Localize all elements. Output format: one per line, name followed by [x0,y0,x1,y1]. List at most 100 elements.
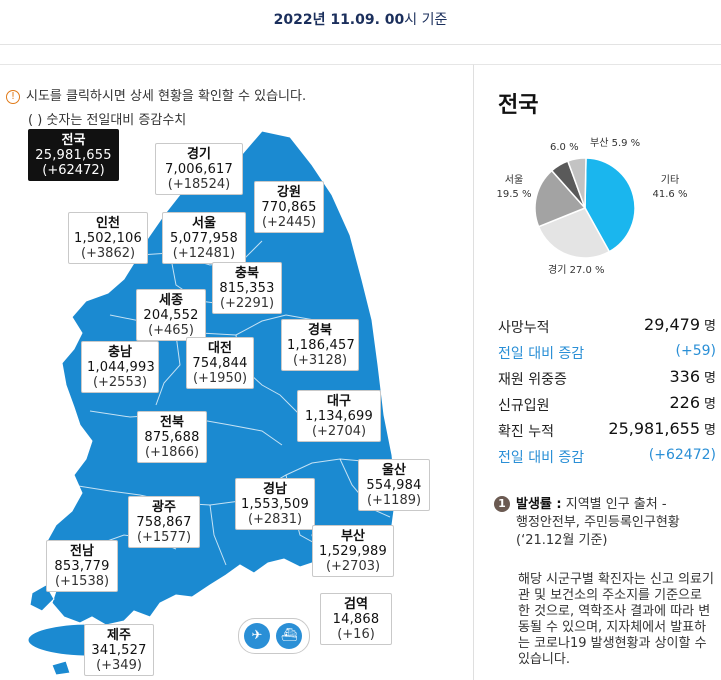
region-gwangju[interactable]: 광주 758,867 (+1577) [128,496,200,548]
region-delta: (+465) [148,323,194,338]
region-name: 세종 [159,293,183,308]
summary-panel: 전국 기타 41.6 % 경기 27.0 % 서울 19.5 % 6.0 % 부산 5.9 … [474,64,721,680]
region-value: 1,134,699 [305,409,373,424]
region-delta: (+2553) [92,375,148,390]
region-delta: (+1950) [192,371,248,386]
region-value: 25,981,655 [35,148,112,163]
pie-percent: 41.6 % [653,189,688,200]
region-delta: (+18524) [167,177,231,192]
region-chungnam[interactable]: 충남 1,044,993 (+2553) [81,341,159,393]
region-delta: (+1866) [144,445,200,460]
stat-label: 재원 위중증 [498,372,567,388]
region-sejong[interactable]: 세종 204,552 (+465) [136,289,206,341]
region-delta: (+1577) [136,530,192,545]
region-busan[interactable]: 부산 1,529,989 (+2703) [312,525,394,577]
info-icon: ! [6,89,20,104]
region-name: 경기 [187,147,211,162]
region-name: 강원 [277,185,301,200]
pie-slice [566,157,587,209]
region-daejeon[interactable]: 대전 754,844 (+1950) [186,337,254,389]
region-gyeonggi[interactable]: 경기 7,006,617 (+18524) [155,143,243,195]
stat-number: 25,981,655 [608,419,701,438]
date-suffix: 시 기준 [404,12,448,28]
stat-unit: 명 [704,371,716,386]
region-value: 853,779 [54,559,110,574]
region-daegu[interactable]: 대구 1,134,699 (+2704) [297,390,381,442]
region-name: 대구 [327,394,351,409]
region-name: 울산 [382,463,406,478]
stat-number: 336 [669,367,701,386]
region-value: 754,844 [192,356,248,371]
region-jeonbuk[interactable]: 전북 875,688 (+1866) [137,411,207,463]
stat-label: 전일 대비 증감 [498,346,585,362]
stat-label: 신규입원 [498,398,550,414]
region-value: 1,044,993 [87,360,155,375]
region-gangwon[interactable]: 강원 770,865 (+2445) [254,181,324,233]
pie-label: 6.0 % [550,142,579,153]
region-name: 검역 [344,597,368,612]
region-seoul[interactable]: 서울 5,077,958 (+12481) [162,212,246,264]
note-body: 해당 시군구별 확진자는 신고 의료기관 및 보건소의 주소지를 기준으로 한 … [518,572,714,667]
region-name: 충북 [235,266,259,281]
airplane-icon[interactable]: ✈ [244,623,270,649]
pie-percent: 19.5 % [497,189,532,200]
pie-label: 부산 5.9 % [590,137,640,149]
region-delta: (+16) [337,627,375,642]
stats-table: 사망누적 29,479 명 전일 대비 증감 (+59) 재원 위중증 336 명 … [498,313,716,469]
stat-value: 336 명 [669,367,716,386]
region-delta: (+62472) [42,163,105,178]
region-name: 인천 [96,216,120,231]
region-value: 7,006,617 [165,162,233,177]
note-title: 발생률 : [516,497,562,512]
stat-label: 전일 대비 증감 [498,450,585,466]
panel-title: 전국 [498,93,539,118]
region-value: 1,502,106 [74,231,142,246]
ship-icon[interactable]: ⛴ [276,623,302,649]
note-line3: (‘21.12월 기준) [516,533,608,548]
stat-label: 사망누적 [498,320,550,336]
map-legend-note: ( ) 숫자는 전일대비 증감수치 [28,113,187,128]
region-value: 14,868 [332,612,380,627]
region-chungbuk[interactable]: 충북 815,353 (+2291) [212,262,282,314]
region-name: 부산 [341,529,365,544]
region-name: 전국 [61,133,86,148]
region-delta: (+2445) [261,215,317,230]
share-pie-chart: 기타 41.6 % 경기 27.0 % 서울 19.5 % 6.0 % 부산 5.9 % [497,137,688,276]
region-border [139,240,263,266]
region-value: 554,984 [366,478,422,493]
pie-label: 기타 [661,174,679,186]
region-delta: (+349) [96,658,142,673]
region-quarantine[interactable]: 검역 14,868 (+16) [320,593,392,645]
pie-slice [537,207,611,259]
region-jeonnam[interactable]: 전남 853,779 (+1538) [46,540,118,592]
region-value: 875,688 [144,430,200,445]
stat-value: (+62472) [648,447,716,463]
stat-confirmed-delta: 전일 대비 증감 (+62472) [498,443,716,469]
pie-slice [584,157,636,253]
quarantine-transport-toggle: ✈ ⛴ [238,618,310,654]
region-gyeongbuk[interactable]: 경북 1,186,457 (+3128) [281,319,359,371]
note-number-badge: 1 [494,496,510,512]
date-header: 2022년 11.09. 00시 기준 [0,0,721,45]
stat-value: 226 명 [669,393,716,412]
region-incheon[interactable]: 인천 1,502,106 (+3862) [68,212,148,264]
region-delta: (+3128) [292,353,348,368]
region-name: 경남 [263,482,287,497]
region-ulsan[interactable]: 울산 554,984 (+1189) [358,459,430,511]
region-gyeongnam[interactable]: 경남 1,553,509 (+2831) [235,478,315,530]
stat-value: 29,479 명 [644,315,716,334]
date-value: 2022년 11.09. 00 [273,12,405,28]
map-panel: ! 시도를 클릭하시면 상세 현황을 확인할 수 있습니다. ( ) 숫자는 전일… [0,64,474,680]
pie-slice [534,169,587,228]
region-value: 1,529,989 [319,544,387,559]
stat-unit: 명 [704,423,716,438]
stat-confirmed: 확진 누적 25,981,655 명 [498,417,716,443]
region-jeju[interactable]: 제주 341,527 (+349) [84,624,154,676]
region-name: 전북 [160,415,184,430]
region-nationwide[interactable]: 전국 25,981,655 (+62472) [28,129,119,181]
region-delta: (+3862) [80,246,136,261]
pie-label: 경기 27.0 % [548,263,605,276]
region-value: 1,186,457 [287,338,355,353]
region-value: 341,527 [91,643,147,658]
region-value: 815,353 [219,281,275,296]
